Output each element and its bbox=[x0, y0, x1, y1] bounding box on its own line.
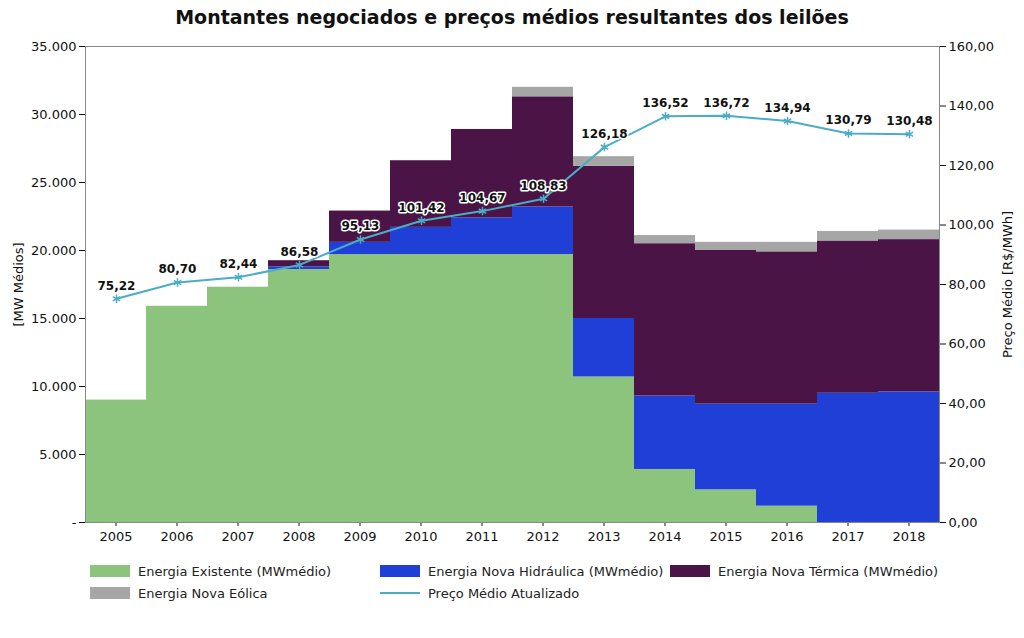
svg-text:2015: 2015 bbox=[709, 529, 742, 544]
svg-text:2016: 2016 bbox=[770, 529, 803, 544]
svg-text:104,67: 104,67 bbox=[459, 191, 505, 205]
svg-text:5.000: 5.000 bbox=[39, 447, 76, 462]
svg-text:2011: 2011 bbox=[465, 529, 498, 544]
svg-text:2017: 2017 bbox=[831, 529, 864, 544]
svg-text:0,00: 0,00 bbox=[949, 515, 978, 530]
svg-text:136,52: 136,52 bbox=[642, 96, 688, 110]
svg-text:35.000: 35.000 bbox=[31, 39, 77, 54]
svg-text:2006: 2006 bbox=[160, 529, 193, 544]
svg-text:30.000: 30.000 bbox=[31, 107, 77, 122]
svg-text:20.000: 20.000 bbox=[31, 243, 77, 258]
svg-text:86,58: 86,58 bbox=[281, 245, 319, 259]
html-text:Energia Nova Térmica (MWmédio): Energia Nova Térmica (MWmédio) bbox=[718, 563, 939, 579]
svg-text:140,00: 140,00 bbox=[949, 98, 995, 113]
svg-text:2010: 2010 bbox=[404, 529, 437, 544]
svg-text:2008: 2008 bbox=[282, 529, 315, 544]
svg-text:136,72: 136,72 bbox=[703, 96, 749, 110]
svg-text:25.000: 25.000 bbox=[31, 175, 77, 190]
svg-text:80,00: 80,00 bbox=[949, 277, 986, 292]
svg-text:2013: 2013 bbox=[587, 529, 620, 544]
html-text:Preço Médio Atualizado: Preço Médio Atualizado bbox=[428, 585, 580, 601]
svg-text:120,00: 120,00 bbox=[949, 158, 995, 173]
svg-text:2005: 2005 bbox=[99, 529, 132, 544]
html-text:Energia Nova Eólica: Energia Nova Eólica bbox=[138, 585, 268, 601]
svg-text:[MW Médios]: [MW Médios] bbox=[11, 242, 26, 326]
svg-text:2009: 2009 bbox=[343, 529, 376, 544]
svg-text:80,70: 80,70 bbox=[159, 262, 197, 276]
svg-text:60,00: 60,00 bbox=[949, 336, 986, 351]
svg-text:-: - bbox=[72, 515, 77, 530]
svg-text:82,44: 82,44 bbox=[220, 257, 258, 271]
svg-text:130,48: 130,48 bbox=[886, 114, 932, 128]
svg-text:108,83: 108,83 bbox=[520, 179, 566, 193]
svg-text:Preço Médio [R$/MWh]: Preço Médio [R$/MWh] bbox=[1000, 211, 1015, 358]
svg-text:2007: 2007 bbox=[221, 529, 254, 544]
svg-text:100,00: 100,00 bbox=[949, 217, 995, 232]
svg-text:126,18: 126,18 bbox=[581, 127, 627, 141]
svg-text:160,00: 160,00 bbox=[949, 39, 995, 54]
svg-text:130,79: 130,79 bbox=[825, 113, 871, 127]
svg-text:15.000: 15.000 bbox=[31, 311, 77, 326]
svg-text:2014: 2014 bbox=[648, 529, 681, 544]
svg-text:95,13: 95,13 bbox=[342, 219, 380, 233]
html-text:Montantes negociados e preços: Montantes negociados e preços médios res… bbox=[175, 6, 849, 28]
svg-text:10.000: 10.000 bbox=[31, 379, 77, 394]
svg-text:75,22: 75,22 bbox=[98, 279, 136, 293]
svg-text:40,00: 40,00 bbox=[949, 396, 986, 411]
svg-text:2012: 2012 bbox=[526, 529, 559, 544]
svg-text:20,00: 20,00 bbox=[949, 455, 986, 470]
html-text:Energia Existente (MWmédio): Energia Existente (MWmédio) bbox=[138, 563, 332, 579]
svg-text:101,42: 101,42 bbox=[398, 201, 444, 215]
html-text:Energia Nova Hidráulica (MWméd: Energia Nova Hidráulica (MWmédio) bbox=[428, 563, 664, 579]
svg-text:2018: 2018 bbox=[892, 529, 925, 544]
svg-text:134,94: 134,94 bbox=[764, 101, 810, 115]
